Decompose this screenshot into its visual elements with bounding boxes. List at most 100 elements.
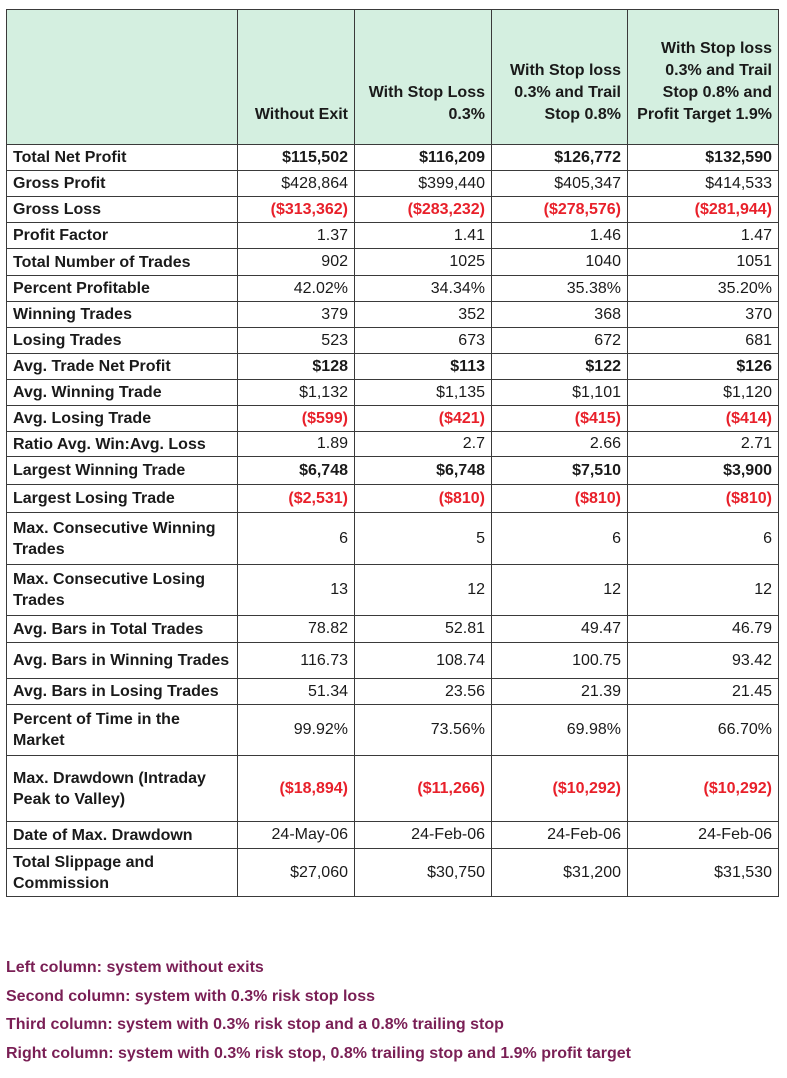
- row-value-col-1: $6,748: [237, 456, 355, 485]
- row-value-col-4: 93.42: [627, 642, 779, 679]
- row-value-col-1: 902: [237, 248, 355, 276]
- row-value-col-1: 42.02%: [237, 275, 355, 302]
- row-value-col-3: 672: [491, 327, 628, 354]
- row-value-col-1: $1,132: [237, 379, 355, 406]
- row-value-col-2: $30,750: [354, 848, 492, 897]
- table-row: Largest Winning Trade $6,748 $6,748 $7,510 $…: [6, 456, 779, 485]
- row-value-col-2: 5: [354, 512, 492, 565]
- column-header-stop-loss: With Stop Loss 0.3%: [354, 9, 492, 145]
- row-value-col-4: ($414): [627, 405, 779, 432]
- table-row: Ratio Avg. Win:Avg. Loss 1.89 2.7 2.66 2.71: [6, 431, 779, 457]
- row-label: Total Slippage and Commission: [6, 848, 238, 897]
- row-value-col-4: 1.47: [627, 222, 779, 249]
- row-value-col-1: $27,060: [237, 848, 355, 897]
- column-notes: Left column: system without exits Second…: [6, 958, 631, 1072]
- row-value-col-2: 2.7: [354, 431, 492, 457]
- row-value-col-1: 116.73: [237, 642, 355, 679]
- row-value-col-2: 1025: [354, 248, 492, 276]
- table-row: Total Net Profit $115,502 $116,209 $126,772…: [6, 144, 779, 171]
- row-label: Largest Losing Trade: [6, 484, 238, 513]
- row-label: Percent of Time in the Market: [6, 704, 238, 756]
- row-value-col-1: 379: [237, 301, 355, 328]
- row-value-col-3: 49.47: [491, 615, 628, 643]
- row-value-col-3: $126,772: [491, 144, 628, 171]
- table-row: Avg. Trade Net Profit $128 $113 $122 $126: [6, 353, 779, 380]
- row-value-col-2: 108.74: [354, 642, 492, 679]
- row-value-col-1: 78.82: [237, 615, 355, 643]
- row-value-col-4: 35.20%: [627, 275, 779, 302]
- row-value-col-1: 13: [237, 564, 355, 616]
- row-value-col-4: $132,590: [627, 144, 779, 171]
- row-value-col-2: 73.56%: [354, 704, 492, 756]
- corner-cell: [6, 9, 238, 145]
- row-label: Percent Profitable: [6, 275, 238, 302]
- row-value-col-4: ($810): [627, 484, 779, 513]
- row-value-col-2: 23.56: [354, 678, 492, 705]
- table-row: Profit Factor 1.37 1.41 1.46 1.47: [6, 222, 779, 249]
- row-value-col-3: ($810): [491, 484, 628, 513]
- row-label: Max. Consecutive Winning Trades: [6, 512, 238, 565]
- table-row: Winning Trades 379 352 368 370: [6, 301, 779, 328]
- row-value-col-1: $115,502: [237, 144, 355, 171]
- exit-strategy-comparison-table: Without Exit With Stop Loss 0.3% With St…: [6, 9, 779, 897]
- table-row: Gross Loss ($313,362) ($283,232) ($278,576)…: [6, 196, 779, 223]
- row-value-col-1: ($599): [237, 405, 355, 432]
- row-label: Date of Max. Drawdown: [6, 821, 238, 849]
- row-value-col-1: 6: [237, 512, 355, 565]
- row-value-col-4: ($10,292): [627, 755, 779, 822]
- row-label: Avg. Trade Net Profit: [6, 353, 238, 380]
- row-value-col-4: 66.70%: [627, 704, 779, 756]
- row-label: Avg. Losing Trade: [6, 405, 238, 432]
- row-value-col-4: ($281,944): [627, 196, 779, 223]
- row-value-col-3: ($278,576): [491, 196, 628, 223]
- row-value-col-2: ($283,232): [354, 196, 492, 223]
- row-label: Max. Drawdown (Intraday Peak to Valley): [6, 755, 238, 822]
- row-value-col-3: 100.75: [491, 642, 628, 679]
- table-row: Date of Max. Drawdown 24-May-06 24-Feb-06 2…: [6, 821, 779, 849]
- row-value-col-4: 6: [627, 512, 779, 565]
- row-value-col-2: $116,209: [354, 144, 492, 171]
- row-label: Avg. Winning Trade: [6, 379, 238, 406]
- row-label: Gross Profit: [6, 170, 238, 197]
- row-value-col-1: 1.37: [237, 222, 355, 249]
- row-label: Largest Winning Trade: [6, 456, 238, 485]
- row-value-col-4: 1051: [627, 248, 779, 276]
- row-label: Avg. Bars in Winning Trades: [6, 642, 238, 679]
- row-value-col-2: 1.41: [354, 222, 492, 249]
- row-value-col-4: 24-Feb-06: [627, 821, 779, 849]
- row-label: Total Number of Trades: [6, 248, 238, 276]
- table-row: Gross Profit $428,864 $399,440 $405,347 $414…: [6, 170, 779, 197]
- row-value-col-4: 12: [627, 564, 779, 616]
- row-label: Avg. Bars in Total Trades: [6, 615, 238, 643]
- table-row: Percent of Time in the Market 99.92% 73.56…: [6, 704, 779, 756]
- row-label: Losing Trades: [6, 327, 238, 354]
- row-value-col-3: 35.38%: [491, 275, 628, 302]
- table-row: Percent Profitable 42.02% 34.34% 35.38% 35.2…: [6, 275, 779, 302]
- header-row: Without Exit With Stop Loss 0.3% With St…: [6, 9, 779, 145]
- row-value-col-3: 368: [491, 301, 628, 328]
- row-value-col-2: 352: [354, 301, 492, 328]
- row-value-col-1: 24-May-06: [237, 821, 355, 849]
- row-value-col-2: 24-Feb-06: [354, 821, 492, 849]
- row-value-col-2: $113: [354, 353, 492, 380]
- note-left-column: Left column: system without exits: [6, 959, 264, 976]
- row-value-col-4: $1,120: [627, 379, 779, 406]
- table-row: Avg. Winning Trade $1,132 $1,135 $1,101 $1,1…: [6, 379, 779, 406]
- column-header-without-exit: Without Exit: [237, 9, 355, 145]
- row-value-col-2: ($421): [354, 405, 492, 432]
- row-value-col-1: $128: [237, 353, 355, 380]
- row-value-col-1: $428,864: [237, 170, 355, 197]
- note-third-column: Third column: system with 0.3% risk stop…: [6, 1016, 504, 1033]
- row-value-col-3: $1,101: [491, 379, 628, 406]
- row-label: Avg. Bars in Losing Trades: [6, 678, 238, 705]
- row-value-col-2: ($810): [354, 484, 492, 513]
- row-label: Gross Loss: [6, 196, 238, 223]
- table-row: Avg. Bars in Winning Trades 116.73 108.74 1…: [6, 642, 779, 679]
- table-row: Max. Consecutive Losing Trades 13 12 12 12: [6, 564, 779, 616]
- row-value-col-4: 681: [627, 327, 779, 354]
- row-value-col-1: ($18,894): [237, 755, 355, 822]
- row-value-col-3: ($415): [491, 405, 628, 432]
- row-value-col-4: $126: [627, 353, 779, 380]
- row-value-col-4: $414,533: [627, 170, 779, 197]
- row-value-col-1: ($2,531): [237, 484, 355, 513]
